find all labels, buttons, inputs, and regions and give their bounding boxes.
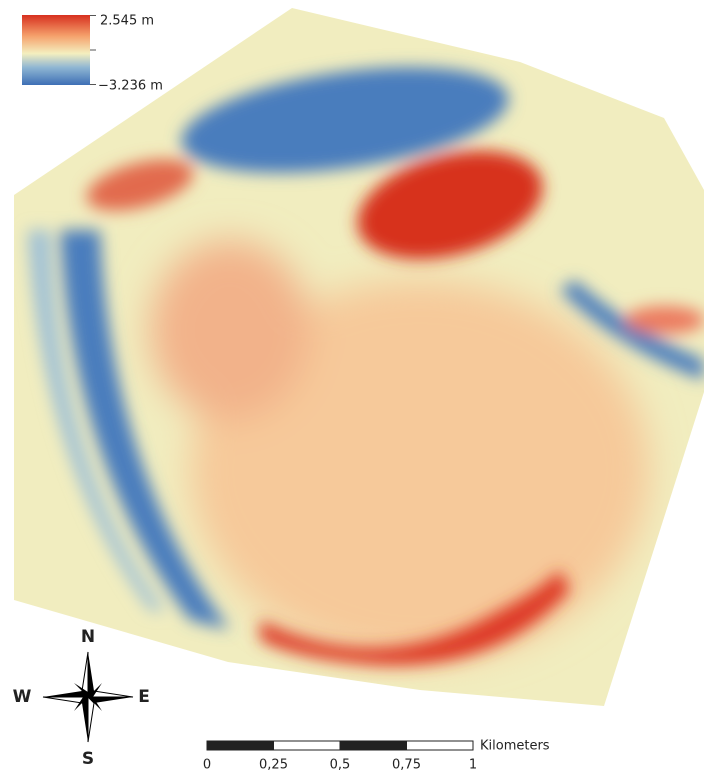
- scale-unit: Kilometers: [480, 739, 550, 754]
- compass-e: E: [138, 687, 150, 707]
- scale-label: 0,5: [330, 758, 351, 773]
- scale-label: 0,25: [259, 758, 288, 773]
- legend-ramp: [22, 15, 90, 85]
- scale-segment: [274, 741, 341, 750]
- scale-label: 1: [469, 758, 477, 773]
- scale-bar: 0 0,25 0,5 0,75 1: [203, 741, 477, 773]
- scale-segment: [407, 741, 474, 750]
- scale-label: 0: [203, 758, 211, 773]
- scale-label: 0,75: [392, 758, 421, 773]
- compass-w: W: [13, 687, 32, 707]
- compass-n: N: [81, 627, 95, 647]
- legend-max: 2.545 m: [100, 14, 154, 29]
- scale-segment: [340, 741, 407, 750]
- elevation-change-raster: [0, 0, 704, 774]
- scale-segment: [207, 741, 274, 750]
- map: 2.545 m −3.236 m N S W E 0 0,25 0,5 0,75 1 K…: [0, 0, 704, 774]
- compass: [43, 652, 133, 742]
- compass-s: S: [82, 749, 94, 769]
- legend-min: −3.236 m: [98, 79, 163, 94]
